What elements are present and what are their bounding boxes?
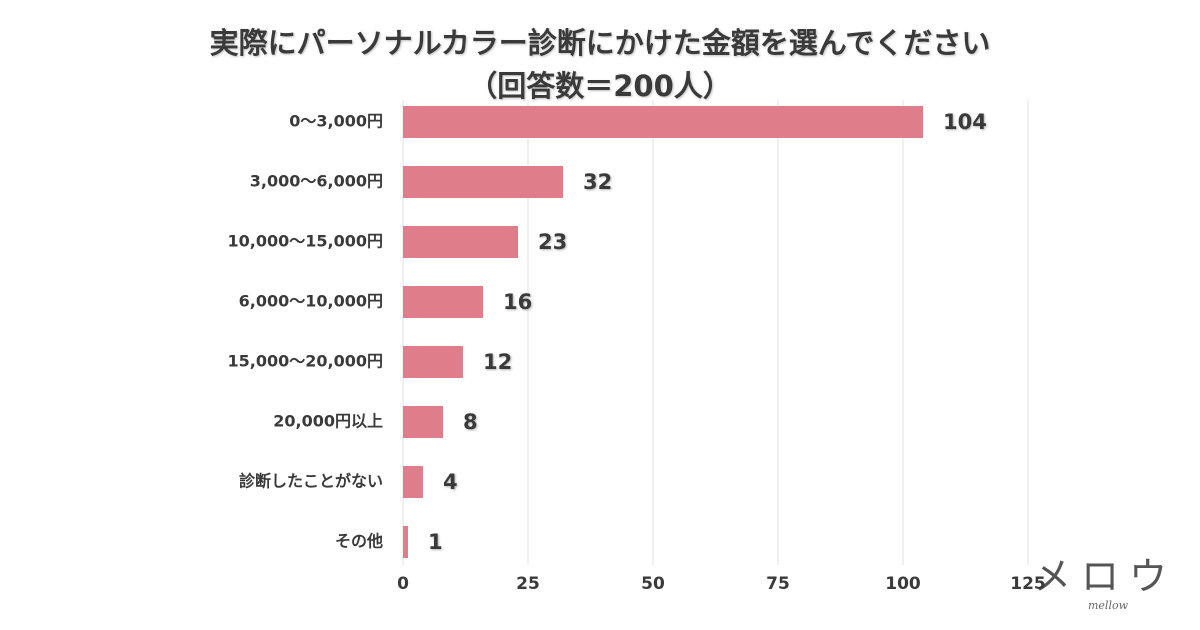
y-tick-label: 10,000〜15,000円: [228, 232, 384, 251]
chart-subtitle: （回答数＝200人）: [468, 69, 732, 103]
y-tick-label: 6,000〜10,000円: [239, 292, 383, 311]
y-tick-label: 20,000円以上: [273, 412, 383, 431]
y-tick-label: その他: [335, 532, 383, 551]
x-tick-label: 25: [516, 574, 540, 594]
bar: [403, 346, 463, 378]
value-label: 4: [443, 470, 458, 494]
y-tick-label: 3,000〜6,000円: [250, 172, 383, 191]
y-tick-label: 0〜3,000円: [289, 112, 383, 131]
bar: [403, 286, 483, 318]
chart-title: 実際にパーソナルカラー診断にかけた金額を選んでください: [210, 26, 991, 60]
value-label: 16: [503, 290, 532, 314]
logo: メロウ: [1033, 555, 1177, 599]
x-tick-label: 100: [885, 574, 921, 594]
x-tick-label: 125: [1010, 574, 1046, 594]
bar: [403, 106, 923, 138]
x-tick-label: 50: [641, 574, 665, 594]
value-label: 8: [463, 410, 478, 434]
x-tick-label: 0: [397, 574, 409, 594]
bar: [403, 526, 408, 558]
value-label: 32: [583, 170, 612, 194]
value-label: 12: [483, 350, 512, 374]
y-tick-label: 15,000〜20,000円: [228, 352, 384, 371]
value-label: 23: [538, 230, 567, 254]
bar: [403, 226, 518, 258]
value-label: 104: [943, 110, 987, 134]
bar: [403, 406, 443, 438]
y-tick-label: 診断したことがない: [239, 472, 383, 491]
x-tick-label: 75: [766, 574, 790, 594]
bar: [403, 166, 563, 198]
bar: [403, 466, 423, 498]
value-label: 1: [428, 530, 443, 554]
logo-subtext: mellow: [1088, 599, 1129, 612]
